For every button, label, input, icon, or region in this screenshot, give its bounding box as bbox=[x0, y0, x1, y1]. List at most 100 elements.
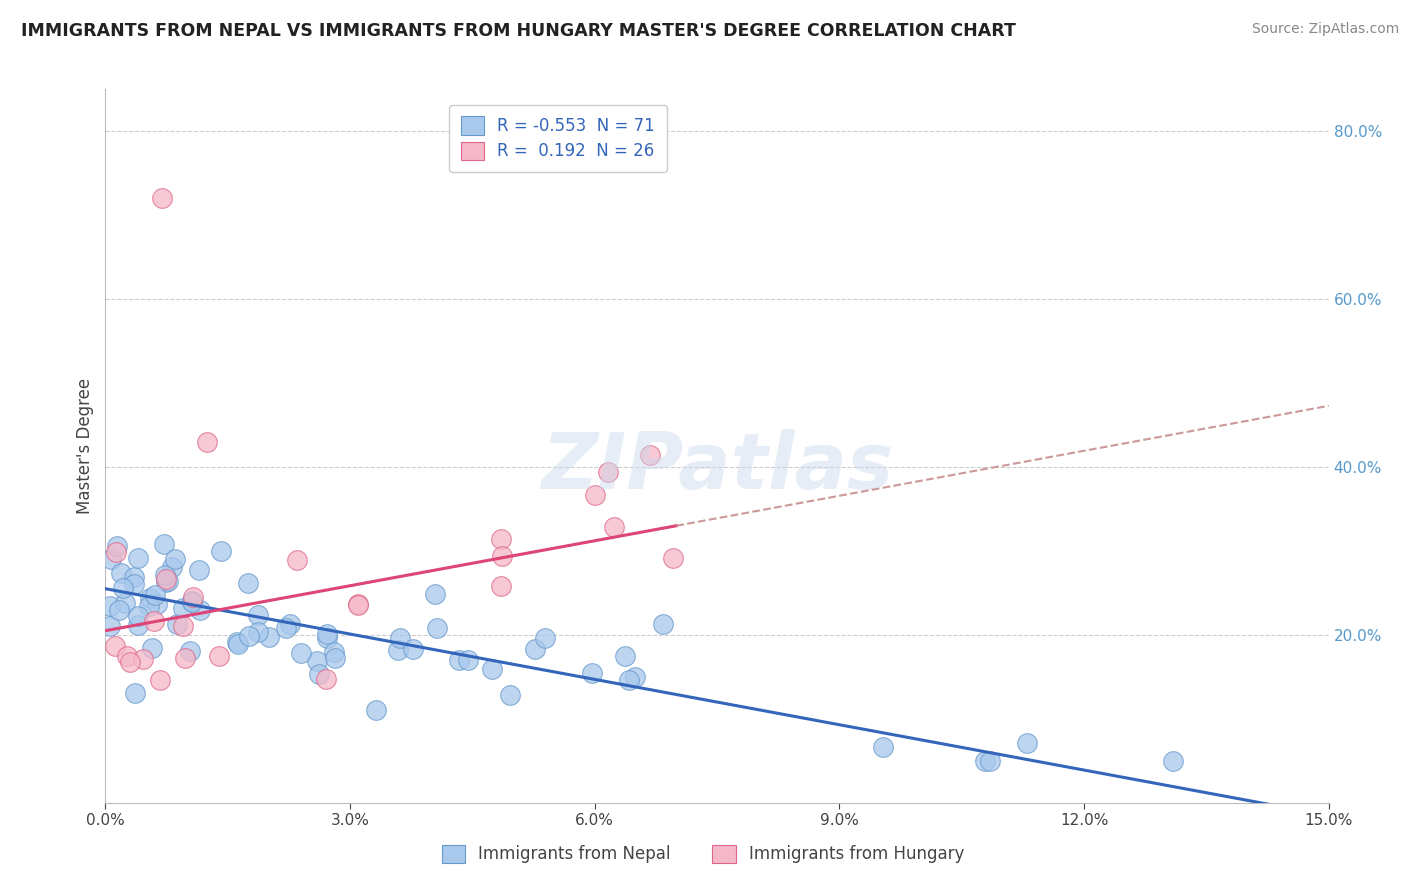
Point bbox=[100, 551, 122, 566]
Point bbox=[315, 673, 337, 687]
Point bbox=[307, 654, 329, 668]
Text: Source: ZipAtlas.com: Source: ZipAtlas.com bbox=[1251, 22, 1399, 37]
Point bbox=[1015, 736, 1038, 750]
Point bbox=[257, 630, 280, 644]
Y-axis label: Master's Degree: Master's Degree bbox=[76, 378, 94, 514]
Point bbox=[127, 609, 149, 624]
Legend: R = -0.553  N = 71, R =  0.192  N = 26: R = -0.553 N = 71, R = 0.192 N = 26 bbox=[449, 104, 666, 172]
Point bbox=[98, 599, 121, 613]
Point bbox=[323, 650, 346, 665]
Point bbox=[276, 621, 298, 635]
Point bbox=[614, 648, 637, 663]
Point bbox=[149, 673, 172, 687]
Point bbox=[308, 667, 330, 681]
Point bbox=[973, 754, 995, 768]
Point bbox=[155, 567, 177, 582]
Point bbox=[347, 597, 370, 611]
Point bbox=[426, 621, 449, 635]
Point bbox=[172, 600, 194, 615]
Point bbox=[195, 434, 218, 449]
Point bbox=[651, 617, 673, 632]
Point bbox=[389, 632, 412, 646]
Point bbox=[979, 754, 1001, 768]
Point bbox=[238, 629, 260, 643]
Point bbox=[449, 653, 471, 667]
Point bbox=[533, 632, 555, 646]
Point bbox=[110, 566, 132, 580]
Point bbox=[107, 602, 129, 616]
Point bbox=[246, 607, 269, 622]
Point bbox=[285, 553, 308, 567]
Point bbox=[624, 670, 647, 684]
Point bbox=[104, 545, 127, 559]
Point bbox=[150, 191, 173, 205]
Point bbox=[120, 656, 142, 670]
Point bbox=[127, 551, 149, 566]
Point bbox=[146, 597, 169, 611]
Point bbox=[238, 576, 260, 591]
Point bbox=[104, 639, 127, 653]
Point bbox=[143, 614, 166, 628]
Point bbox=[617, 673, 640, 687]
Point bbox=[117, 648, 139, 663]
Point bbox=[124, 686, 146, 700]
Point bbox=[226, 635, 249, 649]
Text: IMMIGRANTS FROM NEPAL VS IMMIGRANTS FROM HUNGARY MASTER'S DEGREE CORRELATION CHA: IMMIGRANTS FROM NEPAL VS IMMIGRANTS FROM… bbox=[21, 22, 1017, 40]
Point bbox=[491, 549, 513, 563]
Point bbox=[98, 619, 121, 633]
Point bbox=[425, 587, 447, 601]
Point bbox=[122, 570, 145, 584]
Point bbox=[112, 581, 135, 595]
Point bbox=[1161, 754, 1184, 768]
Point bbox=[366, 703, 388, 717]
Point bbox=[457, 653, 479, 667]
Point bbox=[180, 595, 202, 609]
Point bbox=[598, 465, 620, 479]
Point bbox=[155, 575, 177, 590]
Point bbox=[278, 616, 301, 631]
Point bbox=[141, 640, 163, 655]
Point bbox=[188, 563, 211, 577]
Point bbox=[163, 552, 186, 566]
Point bbox=[347, 598, 370, 612]
Point bbox=[166, 617, 188, 632]
Point bbox=[132, 652, 155, 666]
Point bbox=[402, 642, 425, 657]
Point bbox=[603, 520, 626, 534]
Legend: Immigrants from Nepal, Immigrants from Hungary: Immigrants from Nepal, Immigrants from H… bbox=[434, 838, 972, 870]
Point bbox=[662, 551, 685, 566]
Point bbox=[188, 603, 211, 617]
Point bbox=[145, 588, 167, 602]
Point bbox=[179, 644, 201, 658]
Point bbox=[387, 643, 409, 657]
Text: ZIPatlas: ZIPatlas bbox=[541, 429, 893, 506]
Point bbox=[127, 618, 149, 632]
Point bbox=[583, 488, 606, 502]
Point bbox=[322, 645, 344, 659]
Point bbox=[481, 662, 503, 676]
Point bbox=[122, 577, 145, 591]
Point bbox=[160, 560, 183, 574]
Point bbox=[491, 579, 513, 593]
Point bbox=[114, 596, 136, 610]
Point bbox=[181, 593, 204, 607]
Point bbox=[107, 539, 129, 553]
Point bbox=[138, 599, 160, 613]
Point bbox=[139, 591, 162, 605]
Point bbox=[153, 536, 176, 550]
Point bbox=[872, 739, 894, 754]
Point bbox=[581, 666, 603, 681]
Point bbox=[499, 688, 522, 702]
Point bbox=[247, 625, 270, 640]
Point bbox=[208, 649, 231, 664]
Point bbox=[181, 590, 204, 604]
Point bbox=[172, 619, 194, 633]
Point bbox=[315, 626, 337, 640]
Point bbox=[209, 544, 232, 558]
Point bbox=[316, 631, 339, 645]
Point bbox=[290, 646, 312, 660]
Point bbox=[155, 573, 177, 587]
Point bbox=[173, 650, 195, 665]
Point bbox=[638, 448, 661, 462]
Point bbox=[226, 637, 249, 651]
